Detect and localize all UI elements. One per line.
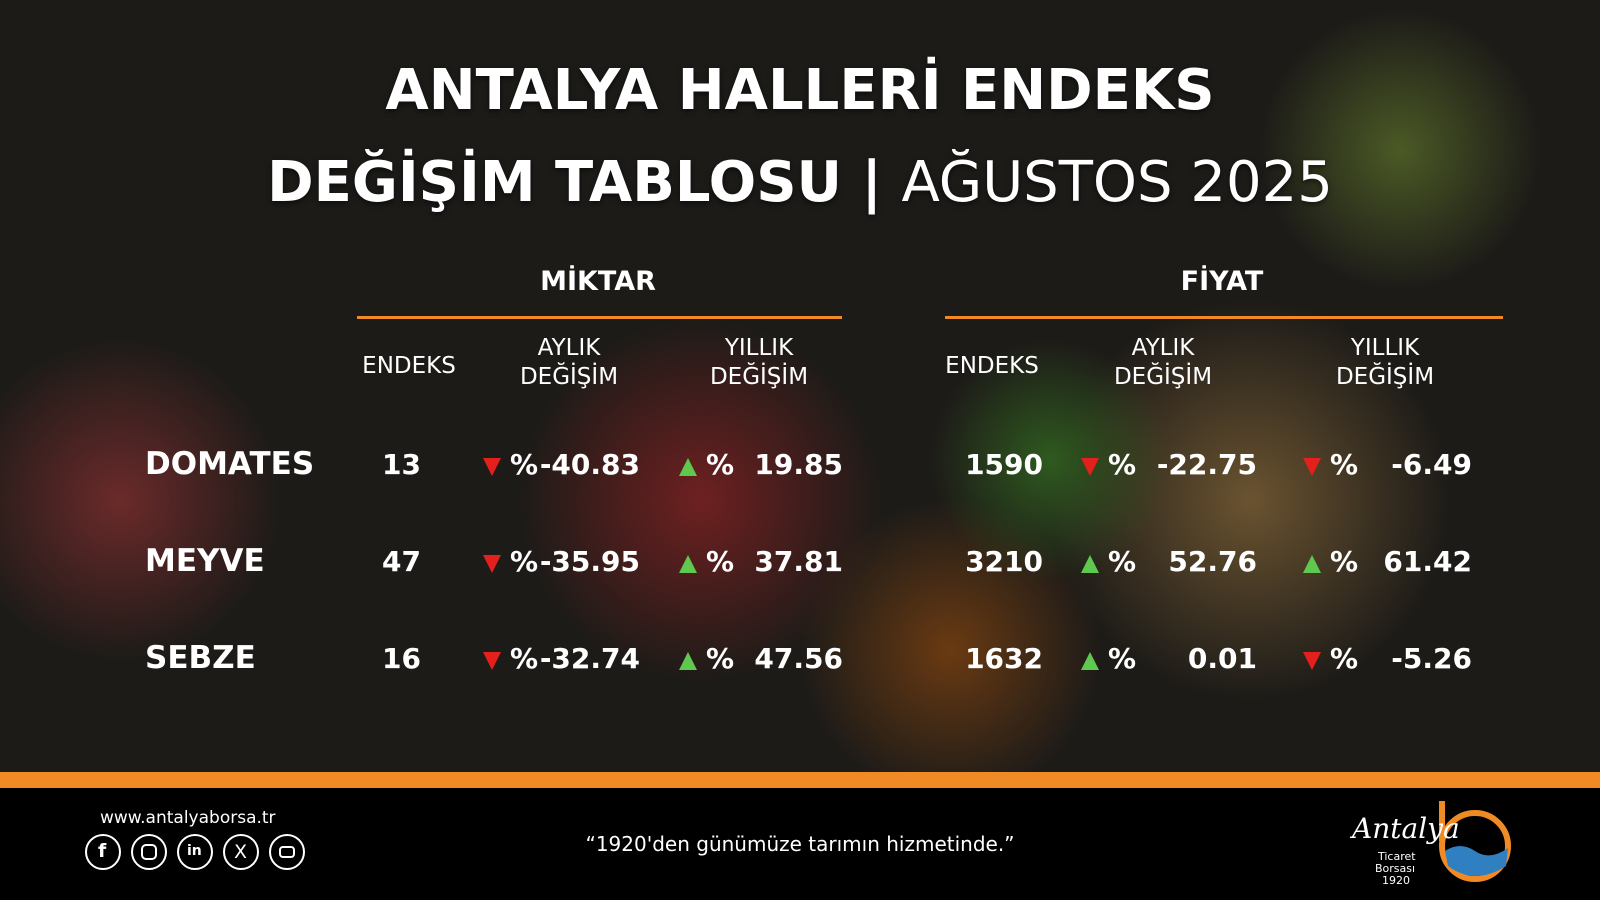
change-value: -6.49: [1391, 448, 1472, 481]
change-value: -40.83: [539, 448, 640, 481]
change-value: -5.26: [1391, 642, 1472, 675]
header-line: YILLIK: [724, 335, 794, 361]
percent-sign: %: [1108, 545, 1137, 578]
logo-line: 1920: [1382, 874, 1410, 887]
slogan: “1920'den günümüze tarımın hizmetinde.”: [585, 832, 1015, 856]
header-line: DEĞİŞİM: [709, 364, 809, 390]
header-line: ENDEKS: [945, 353, 1039, 379]
group-line: [357, 316, 842, 319]
change-value: 52.76: [1168, 545, 1257, 578]
column-header: YILLIK DEĞİŞİM: [1336, 334, 1434, 392]
percent-sign: %: [510, 642, 539, 675]
website: www.antalyaborsa.tr: [100, 808, 276, 828]
arrow-down: [483, 458, 501, 476]
title-light: AĞUSTOS 2025: [901, 150, 1333, 215]
linkedin-icon[interactable]: in: [177, 834, 213, 870]
arrow-up: [679, 652, 697, 670]
change-value: 61.42: [1383, 545, 1472, 578]
title-line1: ANTALYA HALLERİ ENDEKS: [385, 58, 1215, 123]
change-value: 19.85: [754, 448, 843, 481]
group-title: FİYAT: [1180, 266, 1264, 297]
group-line: [945, 316, 1503, 319]
arrow-down: [483, 652, 501, 670]
column-header: AYLIK DEĞİŞİM: [520, 334, 618, 392]
column-header: AYLIK DEĞİŞİM: [1114, 334, 1212, 392]
column-header: YILLIK DEĞİŞİM: [710, 334, 808, 392]
percent-sign: %: [510, 545, 539, 578]
arrow-down: [483, 555, 501, 573]
logo-line: Ticaret: [1378, 850, 1416, 863]
percent-sign: %: [1330, 448, 1359, 481]
footer: [0, 788, 1600, 900]
index-value: 1590: [965, 448, 1043, 481]
change-value: 47.56: [754, 642, 843, 675]
facebook-icon[interactable]: f: [85, 834, 121, 870]
arrow-up: [679, 555, 697, 573]
header-line: AYLIK: [537, 335, 601, 361]
index-value: 3210: [965, 545, 1043, 578]
index-value: 13: [382, 448, 421, 481]
percent-sign: %: [1330, 545, 1359, 578]
title-sep: |: [861, 150, 882, 215]
change-value: -22.75: [1156, 448, 1257, 481]
arrow-down: [1303, 652, 1321, 670]
percent-sign: %: [706, 545, 735, 578]
arrow-up: [1081, 555, 1099, 573]
percent-sign: %: [1108, 642, 1137, 675]
arrow-down: [1303, 458, 1321, 476]
arrow-up: [679, 458, 697, 476]
change-value: -35.95: [539, 545, 640, 578]
row-label: MEYVE: [145, 543, 265, 579]
row-label: DOMATES: [145, 446, 315, 482]
logo-mark: [1439, 801, 1511, 882]
index-value: 16: [382, 642, 421, 675]
x-icon[interactable]: X: [223, 834, 259, 870]
percent-sign: %: [706, 642, 735, 675]
column-header: ENDEKS: [945, 352, 1039, 381]
header-line: YILLIK: [1350, 335, 1420, 361]
title-line2: DEĞİŞİM TABLOSU | AĞUSTOS 2025: [0, 150, 1600, 215]
change-value: 37.81: [754, 545, 843, 578]
orange-bar: [0, 772, 1600, 788]
logo-line: Borsası: [1375, 862, 1416, 875]
change-value: -32.74: [539, 642, 640, 675]
arrow-up: [1303, 555, 1321, 573]
youtube-icon[interactable]: [269, 834, 305, 870]
percent-sign: %: [706, 448, 735, 481]
row-label: SEBZE: [145, 640, 256, 676]
header-line: DEĞİŞİM: [1335, 364, 1435, 390]
change-value: 0.01: [1187, 642, 1257, 675]
arrow-down: [1081, 458, 1099, 476]
index-value: 1632: [965, 642, 1043, 675]
header-line: DEĞİŞİM: [519, 364, 619, 390]
index-value: 47: [382, 545, 421, 578]
instagram-icon[interactable]: [131, 834, 167, 870]
header-line: ENDEKS: [362, 353, 456, 379]
arrow-up: [1081, 652, 1099, 670]
column-header: ENDEKS: [362, 352, 456, 381]
percent-sign: %: [1108, 448, 1137, 481]
group-title: MİKTAR: [540, 266, 656, 297]
percent-sign: %: [510, 448, 539, 481]
title-bold: DEĞİŞİM TABLOSU: [267, 150, 843, 215]
logo-name: Antalya: [1352, 812, 1460, 845]
header-line: AYLIK: [1131, 335, 1195, 361]
header-line: DEĞİŞİM: [1113, 364, 1213, 390]
percent-sign: %: [1330, 642, 1359, 675]
